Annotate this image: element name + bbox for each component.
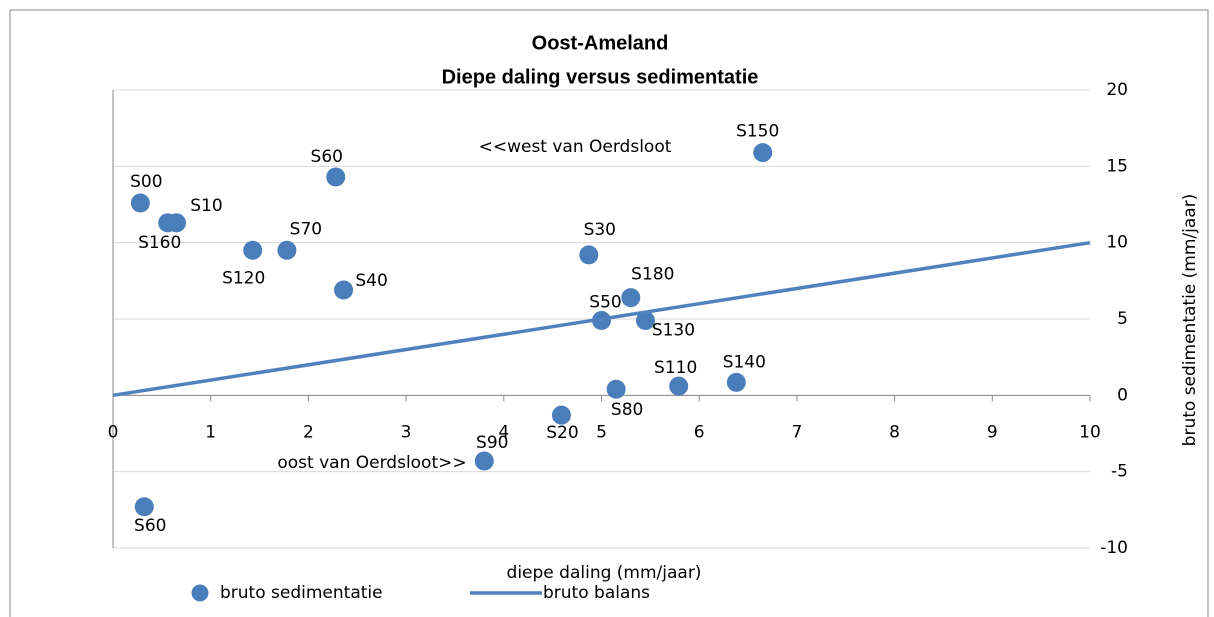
scatter-point bbox=[474, 451, 494, 471]
point-label: S10 bbox=[190, 196, 222, 216]
x-axis-title: diepe daling (mm/jaar) bbox=[507, 563, 702, 583]
legend-label: bruto balans bbox=[543, 583, 650, 603]
point-label: S150 bbox=[736, 122, 779, 142]
scatter-point bbox=[334, 280, 354, 300]
x-tick-label: 0 bbox=[108, 422, 119, 442]
scatter-point bbox=[669, 376, 689, 396]
chart-title: Oost-Ameland bbox=[532, 32, 669, 54]
point-label: S110 bbox=[654, 358, 697, 378]
chart-frame bbox=[9, 9, 1209, 617]
point-label: S180 bbox=[631, 265, 674, 285]
x-tick-label: 5 bbox=[596, 422, 607, 442]
scatter-point bbox=[326, 167, 346, 187]
legend-marker bbox=[191, 584, 209, 602]
point-label: S70 bbox=[290, 219, 322, 239]
point-label: S90 bbox=[476, 433, 508, 453]
x-tick-label: 4 bbox=[498, 422, 509, 442]
trend-line bbox=[112, 240, 1091, 398]
scatter-point bbox=[606, 379, 626, 399]
x-tick-label: 7 bbox=[791, 422, 802, 442]
scatter-point bbox=[621, 288, 641, 308]
x-tick-label: 8 bbox=[889, 422, 900, 442]
y-tick-label: -5 bbox=[1111, 462, 1128, 482]
scatter-point bbox=[167, 213, 187, 233]
x-tick-label: 10 bbox=[1079, 422, 1101, 442]
scatter-point bbox=[243, 240, 263, 260]
y-tick-label: 20 bbox=[1106, 80, 1128, 100]
y-tick-label: 0 bbox=[1117, 385, 1128, 405]
point-label: S20 bbox=[546, 423, 578, 443]
annotation: oost van Oerdsloot>> bbox=[277, 453, 466, 473]
x-tick-label: 6 bbox=[694, 422, 705, 442]
point-label: S30 bbox=[584, 220, 616, 240]
scatter-point bbox=[753, 143, 773, 163]
point-label: S130 bbox=[652, 321, 695, 341]
point-label: S50 bbox=[589, 293, 621, 313]
scatter-point bbox=[551, 405, 571, 425]
scatter-point bbox=[277, 240, 297, 260]
scatter-point bbox=[134, 497, 154, 517]
scatter-point bbox=[579, 245, 599, 265]
legend-label: bruto sedimentatie bbox=[220, 583, 383, 603]
point-label: S140 bbox=[723, 352, 766, 372]
chart-subtitle: Diepe daling versus sedimentatie bbox=[442, 66, 759, 88]
point-label: S80 bbox=[611, 400, 643, 420]
x-tick-label: 1 bbox=[205, 422, 216, 442]
x-tick-label: 2 bbox=[303, 422, 314, 442]
x-tick-label: 9 bbox=[987, 422, 998, 442]
y-tick-label: 15 bbox=[1106, 156, 1128, 176]
y-tick-label: 10 bbox=[1106, 233, 1128, 253]
point-label: S40 bbox=[355, 271, 387, 291]
point-label: S120 bbox=[222, 268, 265, 288]
annotation: <<west van Oerdsloot bbox=[479, 137, 672, 157]
scatter-point bbox=[726, 372, 746, 392]
point-label: S60 bbox=[134, 516, 166, 536]
scatter-point bbox=[130, 193, 150, 213]
point-label: S160 bbox=[138, 233, 181, 253]
scatter-point bbox=[635, 311, 655, 331]
y-tick-label: 5 bbox=[1117, 309, 1128, 329]
point-label: S00 bbox=[130, 172, 162, 192]
x-tick-label: 3 bbox=[401, 422, 412, 442]
point-label: S60 bbox=[311, 147, 343, 167]
y-axis-title: bruto sedimentatie (mm/jaar) bbox=[1180, 194, 1200, 447]
y-tick-label: -10 bbox=[1100, 538, 1128, 558]
